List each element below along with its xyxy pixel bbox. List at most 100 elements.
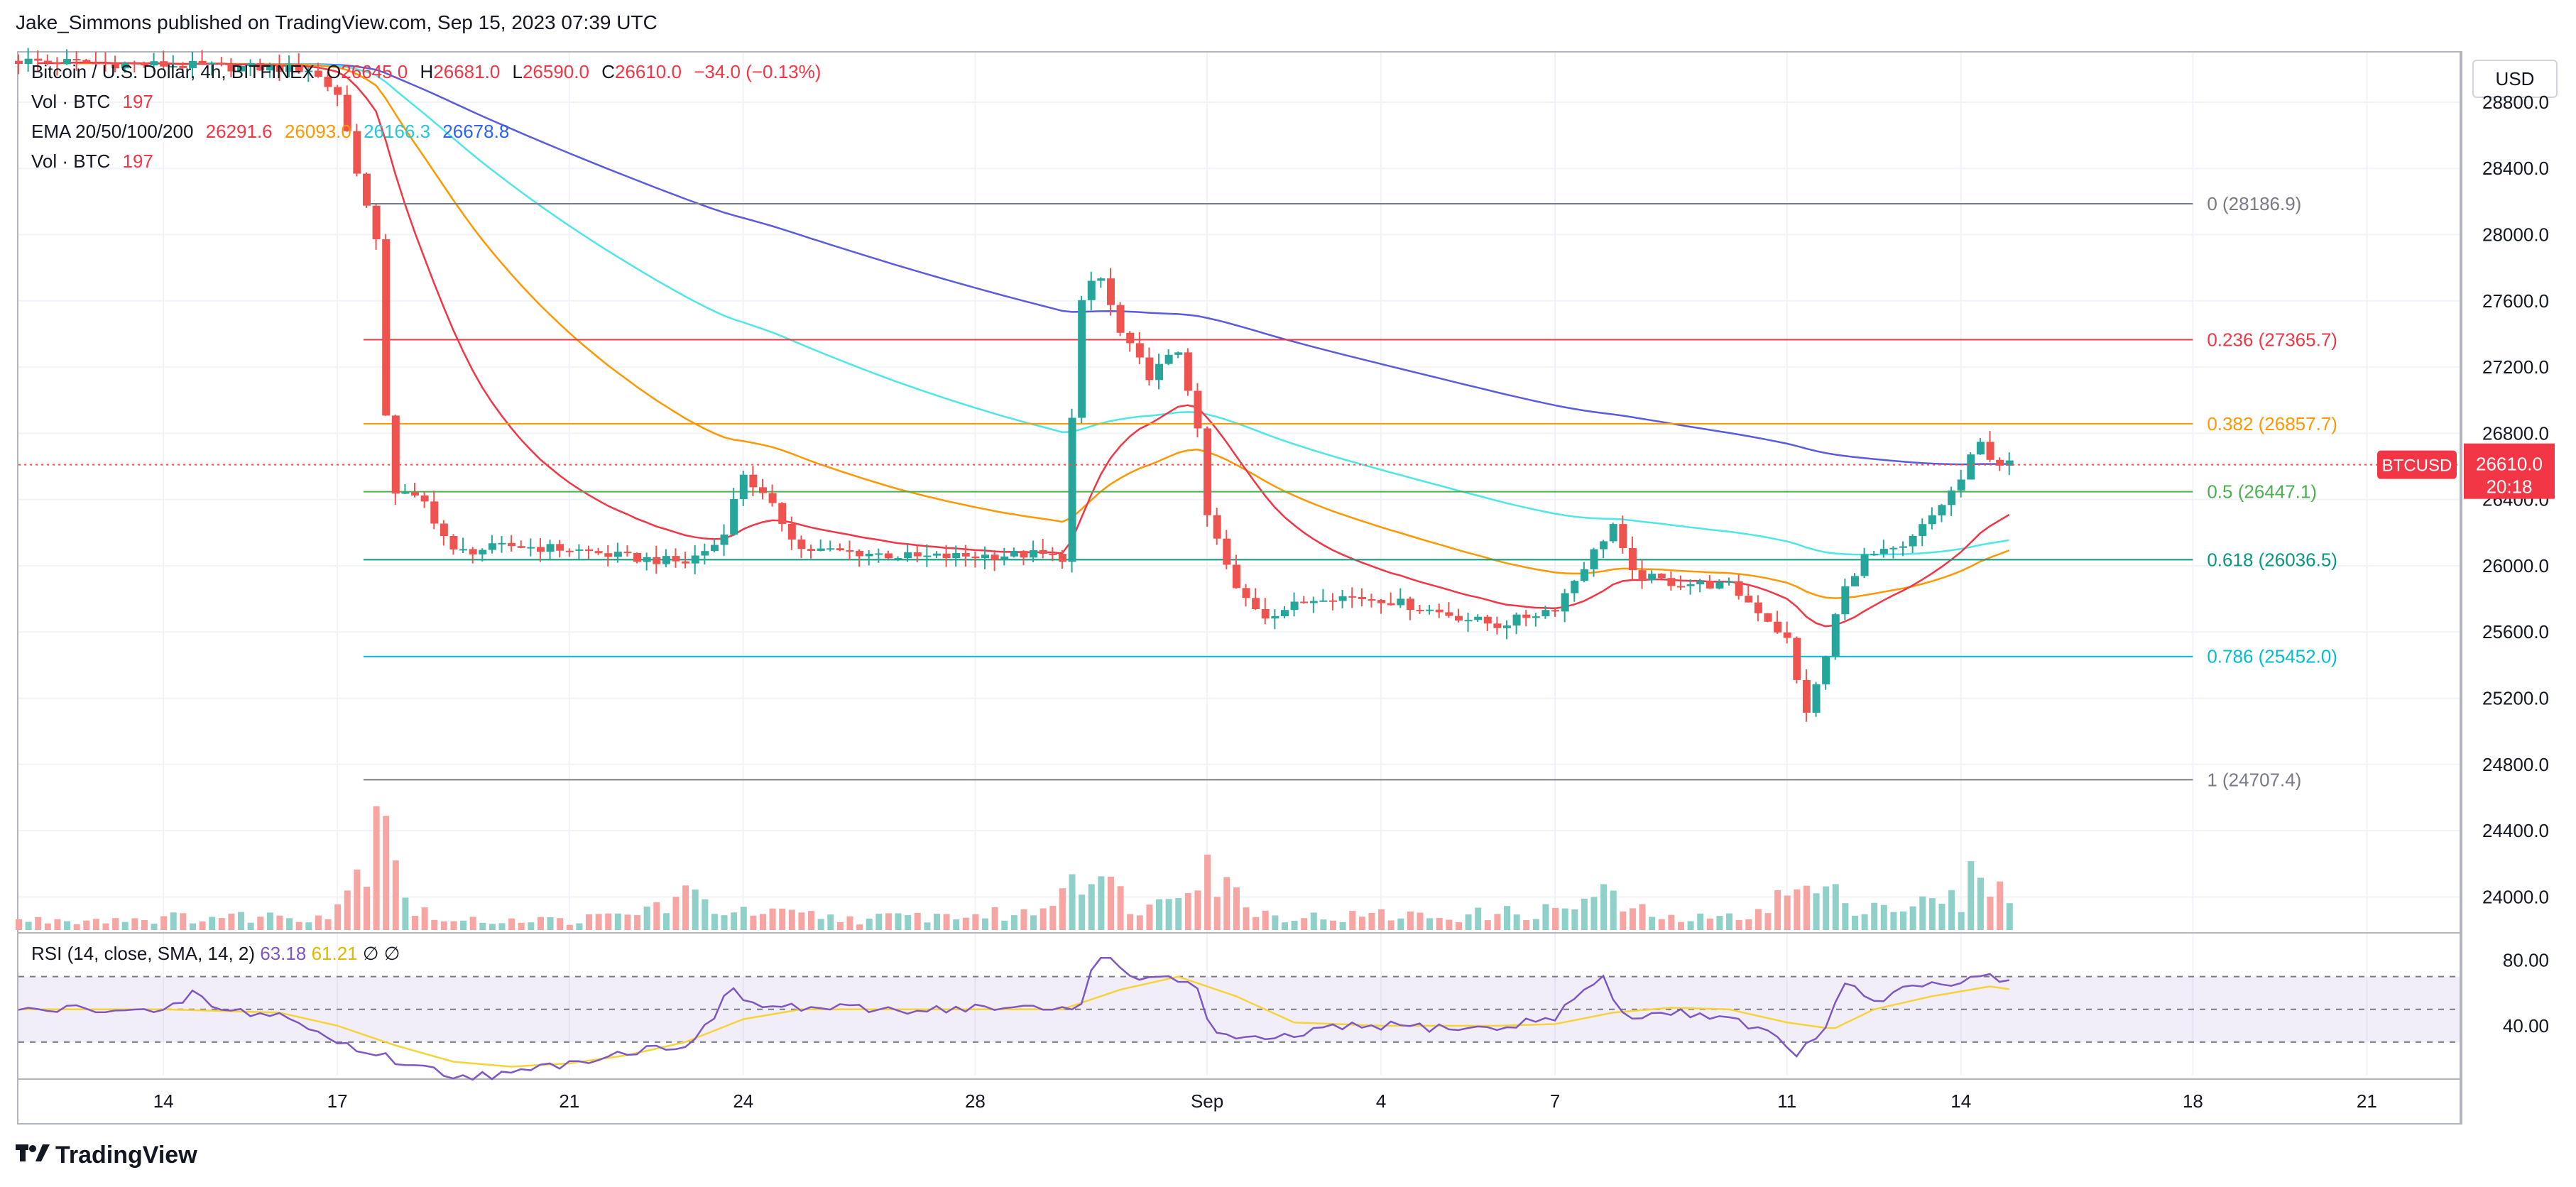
volume-bar xyxy=(479,922,486,930)
volume-bar xyxy=(1049,906,1057,930)
volume-bar xyxy=(856,924,863,930)
symbol-name[interactable]: Bitcoin / U.S. Dollar, 4h, BITFINEX xyxy=(31,61,315,82)
rsi-label[interactable]: RSI (14, close, SMA, 14, 2) xyxy=(31,943,256,964)
candle-body xyxy=(2005,460,2014,466)
candle-body xyxy=(353,131,361,174)
volume-bar xyxy=(1677,921,1684,930)
volume-bar xyxy=(586,914,593,930)
volume-bar xyxy=(576,923,583,930)
rsi-legend: RSI (14, close, SMA, 14, 2) 63.18 61.21 … xyxy=(31,943,400,965)
candle-body xyxy=(623,552,632,554)
volume-bar xyxy=(450,921,457,930)
candle-body xyxy=(517,546,525,548)
candle-body xyxy=(1454,616,1463,621)
volume-bar xyxy=(1919,896,1926,930)
volume-bar xyxy=(1330,920,1337,930)
volume-bar xyxy=(1832,884,1839,930)
candle-body xyxy=(92,62,100,65)
volume-label[interactable]: Vol · BTC xyxy=(31,91,111,112)
volume-bar xyxy=(537,917,544,930)
time-tick-label: 28 xyxy=(965,1090,986,1112)
candle-body xyxy=(1793,638,1801,680)
volume-bar xyxy=(982,918,989,930)
ema200-line xyxy=(260,62,2009,466)
volume-bar xyxy=(151,924,158,930)
candle-body xyxy=(305,70,313,72)
volume-bar xyxy=(431,919,438,930)
volume-bar xyxy=(1735,919,1742,930)
tradingview-logo[interactable]: TradingView xyxy=(16,1142,197,1169)
candle-body xyxy=(1899,546,1908,548)
volume-bar xyxy=(121,921,129,930)
low-label: L xyxy=(512,61,523,82)
candle-body xyxy=(961,552,970,557)
candle-body xyxy=(1889,547,1898,549)
close-value: 26610.0 xyxy=(614,61,682,82)
volume-bar xyxy=(962,917,969,930)
candle-body xyxy=(1194,390,1202,429)
candle-body xyxy=(1174,352,1183,355)
volume-bar xyxy=(1649,917,1656,930)
volume-bar xyxy=(1620,911,1627,930)
volume-bar xyxy=(228,913,235,930)
price-tick-label: 28000.0 xyxy=(2482,224,2549,246)
volume-bar xyxy=(1156,899,1163,930)
candle-body xyxy=(188,60,197,68)
volume-bar xyxy=(102,923,109,930)
volume-bar xyxy=(1909,906,1916,930)
volume-bar xyxy=(1349,911,1356,930)
rsi-sma-value: 61.21 xyxy=(311,943,358,964)
rsi-value: 63.18 xyxy=(260,943,307,964)
candle-body xyxy=(362,173,371,206)
candle-body xyxy=(643,557,651,562)
candle-body xyxy=(1348,596,1357,598)
candle-body xyxy=(179,65,187,68)
candle-body xyxy=(1571,581,1579,594)
candle-body xyxy=(430,501,439,524)
candle-body xyxy=(527,547,535,549)
candle-body xyxy=(971,556,980,559)
volume-bar xyxy=(1823,886,1830,930)
volume-bar xyxy=(141,919,148,930)
symbol-tag: BTCUSD xyxy=(2382,456,2452,476)
volume-bar xyxy=(1098,876,1105,930)
volume-bar xyxy=(421,907,428,930)
volume-bar xyxy=(1842,903,1849,930)
currency-selector-button[interactable]: USD xyxy=(2472,60,2558,98)
volume-bar xyxy=(1851,915,1858,930)
ema-label[interactable]: EMA 20/50/100/200 xyxy=(31,121,194,142)
candle-body xyxy=(875,553,883,555)
candle-body xyxy=(662,556,670,564)
volume-legend-2: Vol · BTC 197 xyxy=(31,151,160,173)
candle-body xyxy=(63,59,72,65)
candle-body xyxy=(575,549,584,551)
volume-label-2[interactable]: Vol · BTC xyxy=(31,151,111,172)
volume-bar xyxy=(1958,912,1965,930)
fib-level-label: 0.236 (27365.7) xyxy=(2207,329,2337,350)
candle-body xyxy=(160,61,168,67)
time-tick-label: 4 xyxy=(1376,1090,1386,1112)
volume-bar xyxy=(769,908,776,930)
candle-body xyxy=(459,549,468,551)
volume-bar xyxy=(1968,861,1975,930)
volume-bar xyxy=(624,914,631,930)
volume-bar xyxy=(508,918,515,930)
volume-bar xyxy=(605,913,612,930)
candle-body xyxy=(720,534,728,545)
candle-body xyxy=(682,561,690,564)
candle-body xyxy=(1145,357,1154,381)
high-label: H xyxy=(420,61,434,82)
candle-body xyxy=(372,205,381,240)
candle-body xyxy=(1406,598,1414,611)
volume-bar xyxy=(238,912,245,930)
volume-bar xyxy=(1252,917,1260,930)
candle-body xyxy=(1097,278,1106,281)
candle-body xyxy=(1280,610,1289,617)
candle-body xyxy=(217,62,226,65)
candle-body xyxy=(787,523,796,540)
volume-bar xyxy=(1977,877,1984,930)
volume-bar xyxy=(1079,895,1086,930)
candle-body xyxy=(932,553,941,556)
candle-body xyxy=(1686,584,1695,586)
